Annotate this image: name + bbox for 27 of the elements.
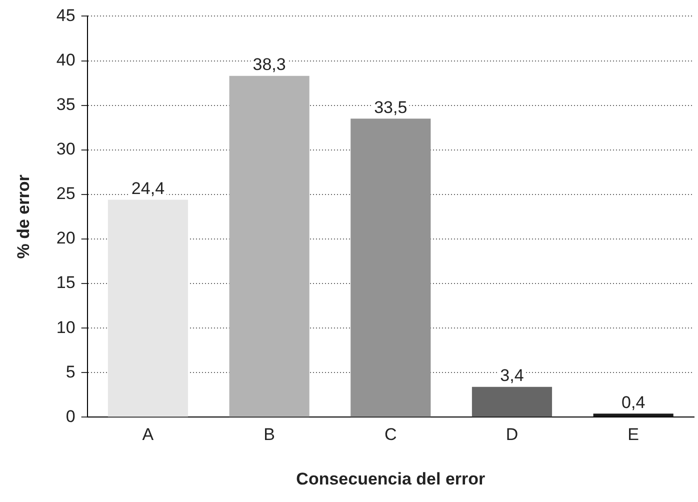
data-label: 3,4 xyxy=(500,366,524,386)
x-tick-label: D xyxy=(506,425,518,444)
bar xyxy=(108,200,188,417)
y-tick-label: 45 xyxy=(56,6,76,25)
data-label: 33,5 xyxy=(374,98,408,117)
x-tick-label: C xyxy=(384,425,397,444)
data-label: 24,4 xyxy=(131,178,165,198)
data-label: 0,4 xyxy=(622,392,646,412)
bar xyxy=(229,76,310,417)
bar xyxy=(350,118,431,417)
y-axis-title: % de error xyxy=(14,174,33,259)
data-label: 38,3 xyxy=(252,55,286,74)
y-tick-label: 10 xyxy=(56,318,76,337)
y-tick-label: 25 xyxy=(56,184,76,204)
y-tick-label: 30 xyxy=(56,140,76,159)
y-tick-label: 35 xyxy=(56,95,76,114)
bar xyxy=(593,414,674,417)
y-tick-label: 20 xyxy=(56,228,76,248)
x-tick-label: A xyxy=(142,425,154,444)
x-axis-title: Consecuencia del error xyxy=(296,469,486,488)
x-tick-label: B xyxy=(264,425,275,444)
y-tick-label: 15 xyxy=(56,273,76,292)
y-tick-label: 40 xyxy=(56,50,76,70)
x-tick-label: E xyxy=(628,425,640,444)
bar xyxy=(472,386,552,417)
y-tick-label: 5 xyxy=(66,362,76,382)
y-tick-label: 0 xyxy=(66,406,76,426)
